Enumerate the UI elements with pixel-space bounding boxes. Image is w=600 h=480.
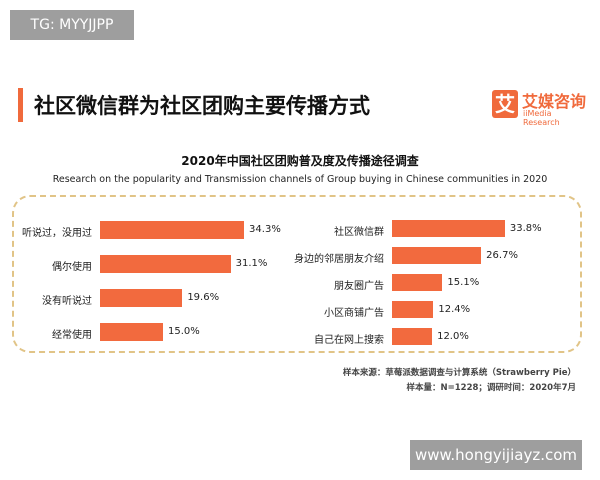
value-label: 15.1% bbox=[447, 277, 480, 288]
title-accent-bar bbox=[18, 88, 23, 122]
bar bbox=[392, 301, 434, 318]
bar bbox=[100, 289, 183, 307]
bar bbox=[392, 328, 433, 345]
bar bbox=[100, 323, 163, 341]
sample-note: 样本量：N=1228；调研时间：2020年7月 bbox=[406, 383, 576, 393]
category-label: 听说过，没用过 bbox=[22, 228, 92, 239]
page-title: 社区微信群为社区团购主要传播方式 bbox=[34, 94, 370, 118]
logo: 艾 艾媒咨询 iiMedia Research bbox=[492, 88, 588, 127]
bar bbox=[392, 247, 482, 264]
value-label: 15.0% bbox=[168, 326, 200, 337]
bar bbox=[100, 221, 245, 239]
category-label: 小区商铺广告 bbox=[324, 308, 384, 319]
value-label: 31.1% bbox=[235, 258, 268, 269]
category-label: 偶尔使用 bbox=[52, 262, 92, 273]
value-label: 26.7% bbox=[486, 250, 518, 261]
chart-subtitle: Research on the popularity and Transmiss… bbox=[52, 174, 548, 185]
category-label: 社区微信群 bbox=[334, 227, 384, 238]
chart-title: 2020年中国社区团购普及度及传播途径调查 bbox=[181, 154, 419, 168]
category-label: 经常使用 bbox=[52, 330, 92, 341]
logo-en: iiMedia Research bbox=[523, 109, 560, 127]
category-label: 自己在网上搜索 bbox=[314, 335, 384, 346]
bar bbox=[100, 255, 231, 273]
value-label: 12.4% bbox=[438, 304, 471, 315]
logo-cn: 艾媒咨询 bbox=[522, 92, 587, 111]
category-label: 没有听说过 bbox=[42, 296, 92, 307]
logo-mark: 艾 bbox=[492, 90, 518, 118]
value-label: 12.0% bbox=[437, 331, 469, 342]
value-label: 19.6% bbox=[187, 292, 220, 303]
chart-frame bbox=[12, 195, 582, 353]
value-label: 33.8% bbox=[509, 223, 542, 234]
category-label: 朋友圈广告 bbox=[334, 281, 384, 292]
category-label: 身边的邻居朋友介绍 bbox=[294, 254, 384, 265]
source-note: 样本来源：草莓派数据调查与计算系统（Strawberry Pie） bbox=[342, 368, 576, 378]
bar bbox=[392, 220, 505, 237]
bar bbox=[392, 274, 443, 291]
watermark-bottom: www.hongyijiayz.com bbox=[410, 440, 582, 470]
value-label: 34.3% bbox=[249, 224, 281, 235]
watermark-top: TG: MYYJJPP bbox=[10, 10, 134, 40]
